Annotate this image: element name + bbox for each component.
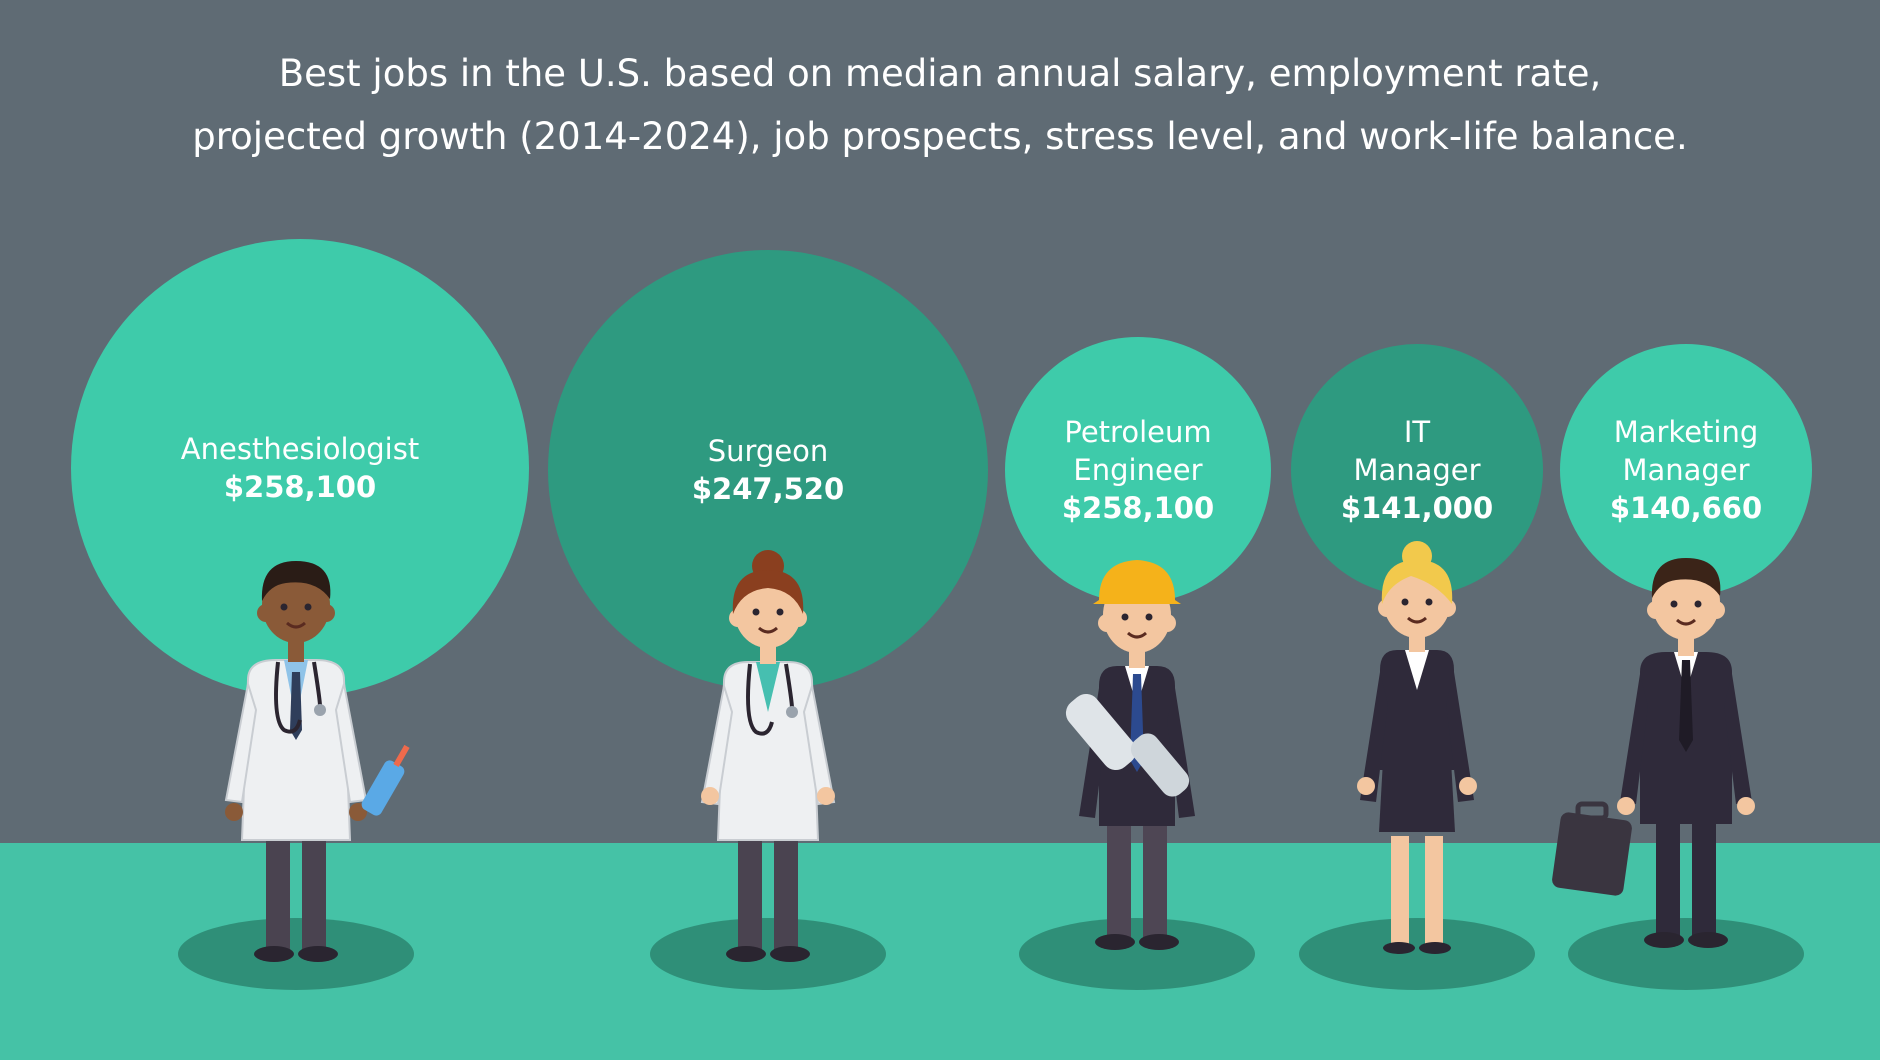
bubble-marketing-manager: Marketing Manager $140,660 bbox=[1560, 344, 1812, 596]
bubble-circle bbox=[1005, 337, 1271, 603]
bubble-value-label: $247,520 bbox=[692, 472, 844, 506]
bubble-circle bbox=[1560, 344, 1812, 596]
figure-engineer bbox=[1065, 560, 1195, 950]
bubble-name-label: Surgeon bbox=[708, 434, 829, 468]
bubble-name-label: IT bbox=[1404, 415, 1431, 449]
shadow-marketing-manager bbox=[1568, 918, 1804, 990]
bubble-value-label: $258,100 bbox=[224, 470, 376, 504]
bubble-it-manager: IT Manager $141,000 bbox=[1291, 344, 1543, 596]
bubble-surgeon: Surgeon $247,520 bbox=[548, 250, 988, 690]
title-line-2: projected growth (2014-2024), job prospe… bbox=[192, 115, 1688, 158]
bubble-name-label: Manager bbox=[1353, 453, 1480, 487]
bubble-name-label: Engineer bbox=[1073, 453, 1202, 487]
bubble-name-label: Petroleum bbox=[1064, 415, 1211, 449]
figure-doctor-male bbox=[224, 561, 410, 962]
bubble-circle bbox=[71, 239, 529, 697]
figure-businessman bbox=[1552, 558, 1755, 948]
bubble-name-label: Marketing bbox=[1614, 415, 1759, 449]
bubble-anesthesiologist: Anesthesiologist $258,100 bbox=[71, 239, 529, 697]
figure-businesswoman bbox=[1357, 541, 1477, 954]
title-line-1: Best jobs in the U.S. based on median an… bbox=[278, 52, 1602, 95]
bubble-petroleum-engineer: Petroleum Engineer $258,100 bbox=[1005, 337, 1271, 603]
shadow-surgeon bbox=[650, 918, 886, 990]
shadow-petroleum-engineer bbox=[1019, 918, 1255, 990]
bubble-circle bbox=[548, 250, 988, 690]
figure-doctor-female bbox=[700, 550, 836, 962]
bubble-circle bbox=[1291, 344, 1543, 596]
bubble-name-label: Anesthesiologist bbox=[181, 432, 419, 466]
shadow-it-manager bbox=[1299, 918, 1535, 990]
bubble-value-label: $141,000 bbox=[1341, 491, 1493, 525]
bubble-value-label: $140,660 bbox=[1610, 491, 1762, 525]
shadow-anesthesiologist bbox=[178, 918, 414, 990]
bubble-name-label: Manager bbox=[1622, 453, 1749, 487]
chart-title: Best jobs in the U.S. based on median an… bbox=[0, 42, 1880, 168]
bubble-value-label: $258,100 bbox=[1062, 491, 1214, 525]
